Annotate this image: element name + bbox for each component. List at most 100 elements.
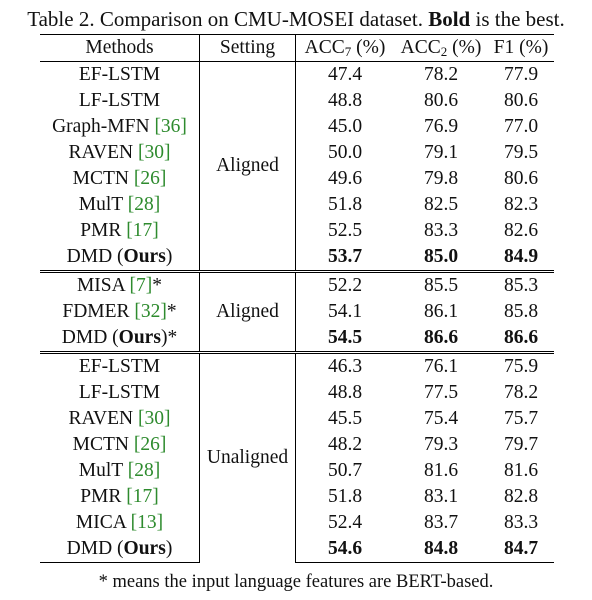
acc7-value: 51.8: [327, 194, 363, 215]
method-cell: PMR [17]: [80, 220, 159, 241]
table-row: Graph-MFN [36] 45.0 76.9 77.0: [40, 114, 554, 140]
acc7-value: 54.1: [327, 301, 363, 322]
caption-suffix: is the best.: [470, 7, 565, 31]
header-acc7: ACC7 (%): [295, 34, 394, 62]
citation-link[interactable]: [28]: [127, 194, 161, 215]
f1-value: 85.3: [488, 270, 554, 299]
header-f1: F1 (%): [488, 34, 554, 62]
acc7-value: 50.0: [327, 142, 363, 163]
method-cell: RAVEN [30]: [68, 408, 171, 429]
acc7-value: 45.0: [327, 116, 363, 137]
results-table: Methods Setting ACC7 (%) ACC2 (%) F1 (%)…: [40, 34, 554, 563]
acc7-value: 54.6: [295, 536, 394, 563]
acc2-value: 79.8: [423, 168, 459, 189]
table-row: MulT [28] 51.8 82.5 82.3: [40, 192, 554, 218]
acc2-value: 86.6: [423, 327, 459, 348]
table-row: EF-LSTM Aligned 47.4 78.2 77.9: [40, 61, 554, 272]
acc7-value: 50.7: [327, 460, 363, 481]
citation-link[interactable]: [32]: [134, 301, 167, 322]
f1-value: 77.9: [488, 61, 554, 88]
table-row: FDMER [32]* 54.1 86.1 85.8: [40, 299, 554, 325]
caption-prefix: Table 2. Comparison on CMU-MOSEI dataset…: [27, 7, 429, 31]
f1-value: 82.8: [503, 486, 539, 507]
setting-cell: Unaligned: [199, 351, 296, 563]
acc7-value: 48.8: [327, 90, 363, 111]
table-row: MulT [28] 50.7 81.6 81.6: [40, 458, 554, 484]
table-row: DMD (Ours) 53.7 85.0 84.9: [40, 244, 554, 272]
table-caption: Table 2. Comparison on CMU-MOSEI dataset…: [0, 6, 592, 32]
method-cell: FDMER [32]*: [62, 301, 177, 322]
citation-link[interactable]: [30]: [138, 142, 171, 163]
method-cell: LF-LSTM: [78, 382, 161, 403]
acc7-value: 49.6: [327, 168, 363, 189]
method-cell: MISA [7]*: [40, 270, 200, 299]
citation-link[interactable]: [7]: [129, 275, 153, 296]
table-row: RAVEN [30] 50.0 79.1 79.5: [40, 140, 554, 166]
acc7-value: 47.4: [295, 61, 394, 88]
setting-cell: Aligned: [199, 270, 296, 353]
acc2-value: 86.1: [423, 301, 459, 322]
method-cell: PMR [17]: [80, 486, 159, 507]
citation-link[interactable]: [13]: [130, 512, 164, 533]
citation-link[interactable]: [26]: [133, 168, 167, 189]
acc2-value: 83.1: [423, 486, 459, 507]
header-setting: Setting: [199, 34, 296, 62]
citation-link[interactable]: [28]: [127, 460, 161, 481]
method-cell: EF-LSTM: [40, 61, 200, 88]
table-row: DMD (Ours)* 54.5 86.6 86.6: [40, 325, 554, 353]
acc7-value: 53.7: [327, 246, 363, 267]
f1-value: 80.6: [503, 90, 539, 111]
citation-link[interactable]: [17]: [126, 486, 159, 507]
acc2-value: 82.5: [423, 194, 459, 215]
f1-value: 84.9: [503, 246, 539, 267]
table-row: LF-LSTM 48.8 77.5 78.2: [40, 380, 554, 406]
acc7-value: 48.8: [327, 382, 363, 403]
acc2-value: 76.1: [394, 351, 488, 380]
acc2-value: 79.1: [423, 142, 459, 163]
method-cell: MulT [28]: [78, 460, 161, 481]
acc7-value: 45.5: [327, 408, 363, 429]
f1-value: 81.6: [503, 460, 539, 481]
acc2-value: 83.3: [423, 220, 459, 241]
acc7-value: 54.5: [327, 327, 363, 348]
caption-bold-word: Bold: [428, 7, 471, 31]
acc7-value: 51.8: [327, 486, 363, 507]
f1-value: 75.7: [503, 408, 539, 429]
method-cell: DMD (Ours): [40, 536, 200, 563]
citation-link[interactable]: [30]: [138, 408, 171, 429]
acc2-value: 85.5: [394, 270, 488, 299]
method-cell: MulT [28]: [78, 194, 161, 215]
table-body: EF-LSTM Aligned 47.4 78.2 77.9 LF-LSTM 48.8 80.…: [40, 61, 554, 563]
table-row: RAVEN [30] 45.5 75.4 75.7: [40, 406, 554, 432]
acc2-value: 80.6: [423, 90, 459, 111]
method-cell: MCTN [26]: [72, 168, 167, 189]
table-row: EF-LSTM Unaligned 46.3 76.1 75.9: [40, 351, 554, 563]
table-row: PMR [17] 52.5 83.3 82.6: [40, 218, 554, 244]
acc2-value: 76.9: [423, 116, 459, 137]
acc2-value: 83.7: [423, 512, 459, 533]
f1-value: 79.5: [503, 142, 539, 163]
f1-value: 79.7: [503, 434, 539, 455]
method-cell: DMD (Ours)*: [61, 327, 178, 348]
f1-value: 75.9: [488, 351, 554, 380]
method-cell: DMD (Ours): [66, 246, 173, 267]
table-row: MCTN [26] 48.2 79.3 79.7: [40, 432, 554, 458]
acc2-value: 84.8: [394, 536, 488, 563]
acc7-value: 46.3: [295, 351, 394, 380]
acc2-value: 75.4: [423, 408, 459, 429]
f1-value: 83.3: [503, 512, 539, 533]
acc2-value: 85.0: [423, 246, 459, 267]
f1-value: 84.7: [488, 536, 554, 563]
citation-link[interactable]: [17]: [126, 220, 159, 241]
method-cell: MCTN [26]: [72, 434, 167, 455]
citation-link[interactable]: [36]: [154, 116, 187, 137]
citation-link[interactable]: [26]: [133, 434, 167, 455]
table-footnote: * means the input language features are …: [98, 572, 494, 592]
table-row: MCTN [26] 49.6 79.8 80.6: [40, 166, 554, 192]
f1-value: 82.3: [503, 194, 539, 215]
acc7-value: 52.2: [295, 270, 394, 299]
method-cell: MICA [13]: [75, 512, 164, 533]
table-row: LF-LSTM 48.8 80.6 80.6: [40, 88, 554, 114]
method-cell: LF-LSTM: [78, 90, 161, 111]
